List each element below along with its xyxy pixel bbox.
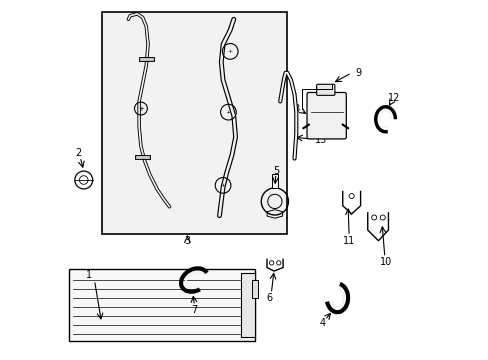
Text: 5: 5 bbox=[272, 166, 279, 176]
Text: 4: 4 bbox=[319, 318, 325, 328]
FancyBboxPatch shape bbox=[306, 93, 346, 139]
FancyBboxPatch shape bbox=[316, 84, 334, 95]
Text: 9: 9 bbox=[355, 68, 361, 78]
Bar bbox=[251, 280, 258, 298]
Text: 1: 1 bbox=[86, 270, 92, 280]
Text: 7: 7 bbox=[191, 305, 197, 315]
Bar bbox=[69, 269, 255, 341]
Bar bbox=[241, 273, 254, 337]
Text: +: + bbox=[225, 110, 230, 114]
Text: 12: 12 bbox=[387, 93, 400, 103]
Bar bbox=[271, 174, 277, 188]
Text: 8: 8 bbox=[293, 104, 299, 113]
Text: 3: 3 bbox=[184, 236, 190, 246]
FancyBboxPatch shape bbox=[102, 12, 287, 234]
Text: 10: 10 bbox=[379, 257, 391, 267]
Text: 13: 13 bbox=[315, 135, 327, 145]
Text: 6: 6 bbox=[266, 293, 272, 303]
Text: +: + bbox=[227, 49, 232, 54]
Text: 11: 11 bbox=[342, 236, 354, 246]
Text: 2: 2 bbox=[75, 148, 81, 158]
Text: +: + bbox=[220, 183, 225, 188]
Text: +: + bbox=[138, 105, 143, 112]
